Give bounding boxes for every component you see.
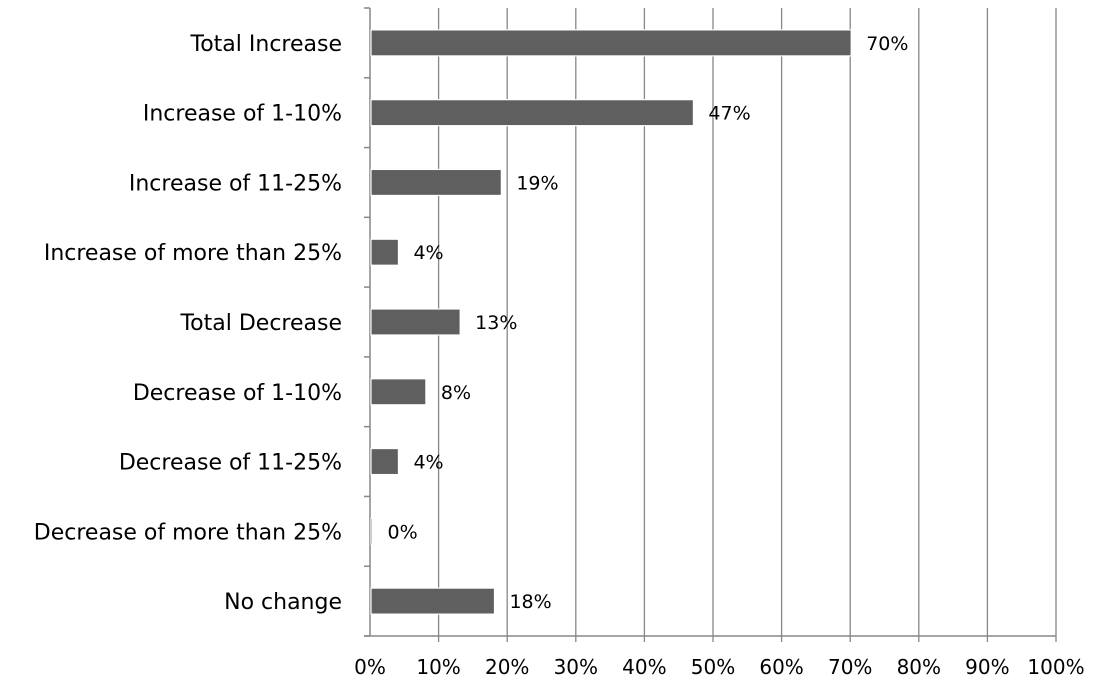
category-label: Decrease of 11-25% — [119, 451, 342, 476]
x-tick-label: 100% — [1027, 655, 1084, 679]
data-label: 13% — [475, 312, 517, 334]
bar — [370, 587, 496, 615]
x-tick-label: 20% — [485, 655, 529, 679]
x-tick-label: 50% — [691, 655, 735, 679]
data-label: 19% — [516, 172, 558, 194]
x-tick-label: 90% — [965, 655, 1009, 679]
data-label: 8% — [441, 382, 471, 404]
axes — [364, 7, 1056, 637]
category-label: Decrease of 1-10% — [133, 381, 342, 406]
x-tick-label: 70% — [828, 655, 872, 679]
category-label: Decrease of more than 25% — [34, 520, 342, 545]
category-label: Total Decrease — [179, 311, 342, 336]
bar — [370, 447, 400, 476]
category-label: Increase of 1-10% — [143, 102, 342, 127]
bar — [370, 29, 852, 57]
x-tick-labels: 0% 10% 20% 30% 40% 50% 60% 70% 80% 90% 100% — [354, 655, 1084, 679]
x-tick-label: 60% — [759, 655, 803, 679]
data-labels: 70% 47% 19% 4% 13% 8% 4% 0% 18% — [388, 33, 909, 613]
x-tick-label: 40% — [622, 655, 666, 679]
category-label: Increase of 11-25% — [129, 171, 342, 196]
bar — [370, 308, 461, 336]
x-tick-label: 10% — [416, 655, 460, 679]
data-label: 4% — [413, 242, 443, 264]
bar — [370, 99, 695, 127]
category-label: Total Increase — [190, 32, 342, 57]
bars — [370, 29, 852, 615]
bar — [370, 238, 400, 266]
data-label: 4% — [413, 452, 443, 474]
x-tick-label: 80% — [897, 655, 941, 679]
bar — [370, 378, 427, 406]
bar — [370, 168, 502, 197]
data-label: 0% — [388, 521, 418, 543]
data-label: 47% — [708, 103, 750, 125]
category-label: Increase of more than 25% — [44, 241, 342, 266]
category-labels: Total Increase Increase of 1-10% Increase … — [34, 32, 342, 615]
category-label: No change — [224, 590, 342, 615]
data-label: 70% — [866, 33, 908, 55]
bar — [370, 517, 374, 545]
x-tick-label: 30% — [554, 655, 598, 679]
data-label: 18% — [509, 591, 551, 613]
x-tick-label: 0% — [354, 655, 386, 679]
